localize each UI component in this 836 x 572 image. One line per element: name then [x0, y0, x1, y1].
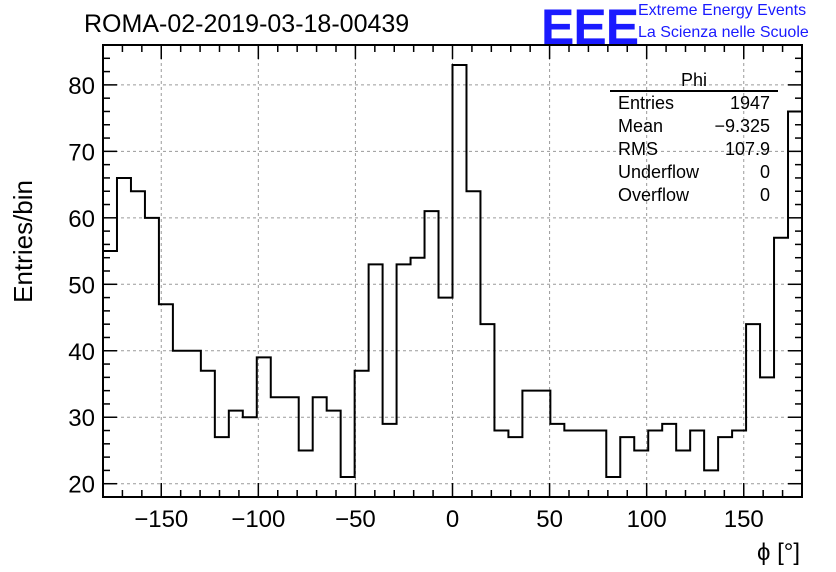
axes [102, 44, 803, 498]
stats-value: 0 [759, 185, 770, 205]
stats-label: RMS [618, 139, 658, 159]
x-tick-label: 100 [627, 506, 667, 533]
stats-row: RMS 107.9 [610, 138, 778, 161]
stats-label: Underflow [618, 162, 700, 182]
y-tick-labels: 20 30 40 50 60 70 80 [68, 73, 95, 499]
x-tick-label: −100 [231, 506, 285, 533]
x-axis-label: ϕ [°] [757, 539, 800, 566]
y-tick-label: 50 [68, 272, 95, 299]
y-tick-label: 30 [68, 405, 95, 432]
stats-label: Mean [618, 116, 664, 136]
y-tick-label: 40 [68, 339, 95, 366]
logo-line-2: La Scienza nelle Scuole [638, 24, 809, 41]
x-tick-label: 0 [446, 506, 459, 533]
stats-value: 0 [759, 162, 770, 182]
stats-value: 1947 [729, 93, 770, 113]
y-axis-label: Entries/bin [8, 180, 38, 303]
y-tick-label: 70 [68, 139, 95, 166]
y-tick-label: 20 [68, 472, 95, 499]
stats-value: 107.9 [724, 139, 770, 159]
eee-logo: EEE [541, 0, 639, 55]
page-title: ROMA-02-2019-03-18-00439 [84, 10, 410, 38]
stats-title: Phi [610, 70, 778, 92]
stats-row: Entries 1947 [610, 92, 778, 115]
histogram-line [103, 63, 802, 479]
x-tick-label: 150 [724, 506, 764, 533]
stats-label: Overflow [618, 185, 690, 205]
stats-value: −9.325 [714, 116, 770, 136]
stats-row: Mean −9.325 [610, 115, 778, 138]
logo-line-1: Extreme Energy Events [638, 2, 807, 19]
histogram-series [103, 63, 802, 479]
x-tick-label: −150 [134, 506, 188, 533]
stats-label: Entries [618, 93, 675, 113]
x-tick-labels: −150 −100 −50 0 50 100 150 [134, 506, 764, 533]
x-tick-label: −50 [335, 506, 376, 533]
stats-box: Phi Entries 1947 Mean −9.325 RMS 107.9 U… [610, 70, 778, 207]
y-tick-label: 60 [68, 206, 95, 233]
x-tick-label: 50 [536, 506, 563, 533]
y-tick-label: 80 [68, 73, 95, 100]
stats-row: Overflow 0 [610, 184, 778, 207]
stats-row: Underflow 0 [610, 161, 778, 184]
